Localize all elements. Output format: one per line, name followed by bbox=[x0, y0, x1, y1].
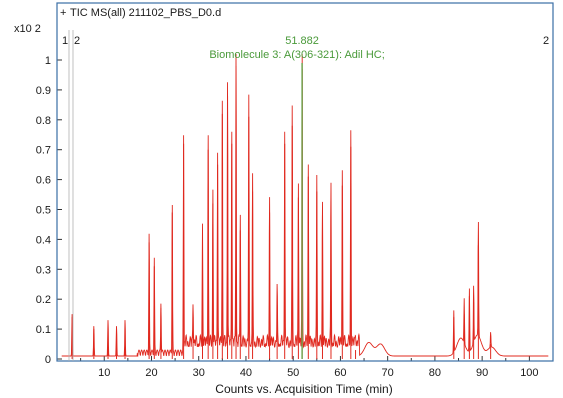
corner-label-right: 2 bbox=[543, 35, 549, 47]
x-tick-label: 100 bbox=[520, 367, 538, 379]
x-tick-label: 20 bbox=[145, 367, 157, 379]
x-axis-title: Counts vs. Acquisition Time (min) bbox=[215, 382, 392, 396]
y-tick-label: 0 bbox=[45, 354, 51, 366]
x-tick-label: 80 bbox=[429, 367, 441, 379]
y-tick-label: 0.7 bbox=[36, 145, 51, 157]
x-tick-label: 40 bbox=[240, 367, 252, 379]
y-tick-label: 0.8 bbox=[36, 115, 51, 127]
y-tick-label: 0.4 bbox=[36, 234, 51, 246]
x-tick-label: 70 bbox=[382, 367, 394, 379]
y-tick-label: 0.1 bbox=[36, 324, 51, 336]
x-tick-label: 30 bbox=[193, 367, 205, 379]
x-tick-label: 50 bbox=[287, 367, 299, 379]
y-tick-label: 0.5 bbox=[36, 205, 51, 217]
x-tick-label: 90 bbox=[476, 367, 488, 379]
chart-title: TIC MS(all) 211102_PBS_D0.d bbox=[70, 7, 221, 19]
y-tick-label: 0.6 bbox=[36, 175, 51, 187]
plot-frame bbox=[56, 2, 554, 362]
x-tick-label: 10 bbox=[98, 367, 110, 379]
peak-annotation-value: 51.882 bbox=[285, 35, 319, 47]
y-tick-label: 1 bbox=[45, 55, 51, 67]
y-tick-label: 0.9 bbox=[36, 85, 51, 97]
trace-line bbox=[61, 53, 549, 358]
y-scale-label: x10 2 bbox=[14, 23, 41, 35]
title-marker[interactable]: + bbox=[60, 7, 66, 19]
x-axis: 10 20 30 40 50 60 70 80 90 100 bbox=[80, 356, 554, 379]
corner-label-left2: 2 bbox=[74, 35, 80, 47]
y-axis: 0 0.1 0.2 0.3 0.4 0.5 0.6 0.7 0.8 0.9 1 bbox=[36, 55, 62, 366]
plot-background bbox=[57, 3, 553, 361]
x-tick-label: 60 bbox=[334, 367, 346, 379]
chromatogram-trace bbox=[61, 53, 549, 359]
corner-label-left: 1 bbox=[62, 35, 68, 47]
y-tick-label: 0.3 bbox=[36, 264, 51, 276]
peak-annotation-label: Biomolecule 3: A(306-321): Adil HC; bbox=[209, 49, 384, 61]
y-tick-label: 0.2 bbox=[36, 294, 51, 306]
